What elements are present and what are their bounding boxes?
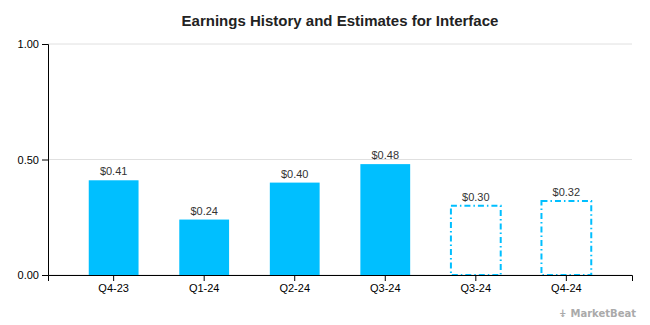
x-axis: Q4-23 Q1-24 Q2-24 Q3-24 Q3-24 Q4-24	[49, 275, 633, 294]
data-label: $0.30	[462, 191, 490, 203]
plot: 0.000.501.00Q4-23Q1-24Q2-24Q3-24Q3-24Q4-…	[18, 38, 633, 294]
tick-label: 0.50	[18, 154, 39, 166]
data-labels: $0.41 $0.24 $0.40 $0.48 $0.30 $0.32	[100, 149, 580, 216]
x-tick: Q3-24	[370, 275, 401, 294]
axis-domain	[49, 276, 633, 282]
tick-mark	[42, 160, 48, 161]
data-label: $0.41	[100, 165, 128, 177]
data-label: $0.24	[190, 205, 218, 217]
tick-mark	[385, 275, 386, 281]
x-tick: Q2-24	[279, 275, 310, 294]
axis-domain	[42, 45, 49, 276]
tick-label: Q2-24	[279, 282, 310, 294]
title: Earnings History and Estimates for Inter…	[182, 12, 499, 29]
bar	[270, 183, 320, 275]
chart: 0.000.501.00Q4-23Q1-24Q2-24Q3-24Q3-24Q4-…	[0, 0, 650, 325]
y-axis: 0.00 0.50 1.00	[18, 38, 49, 281]
x-tick: Q3-24	[461, 275, 492, 294]
bar	[89, 180, 139, 275]
grid-line	[48, 159, 632, 160]
tick-mark	[42, 44, 48, 45]
x-tick: Q4-23	[98, 275, 129, 294]
tick-label: Q1-24	[189, 282, 220, 294]
grid	[48, 44, 632, 275]
annotation: MarketBeat	[570, 308, 636, 319]
tick-label: 0.00	[18, 269, 39, 281]
y-tick: 0.50	[18, 154, 48, 166]
annotation: ⍖	[559, 308, 565, 319]
data-label: $0.40	[281, 168, 309, 180]
tick-mark	[204, 275, 205, 281]
tick-mark	[475, 275, 476, 281]
tick-label: 1.00	[18, 38, 39, 50]
bars	[89, 164, 592, 275]
bar-estimate	[451, 206, 501, 275]
tick-mark	[566, 275, 567, 281]
tick-label: Q3-24	[370, 282, 401, 294]
tick-label: Q4-24	[551, 282, 582, 294]
bar	[179, 220, 229, 275]
data-label: $0.48	[372, 149, 400, 161]
tick-label: Q3-24	[461, 282, 492, 294]
x-tick: Q4-24	[551, 275, 582, 294]
tick-mark	[113, 275, 114, 281]
tick-label: Q4-23	[98, 282, 129, 294]
x-tick: Q1-24	[189, 275, 220, 294]
tick-mark	[294, 275, 295, 281]
tick-mark	[42, 275, 48, 276]
bar-estimate	[541, 201, 591, 275]
bar	[360, 164, 410, 275]
watermark: ⍖ MarketBeat	[559, 308, 636, 319]
grid-line	[48, 44, 632, 45]
y-tick: 1.00	[18, 38, 48, 50]
y-tick: 0.00	[18, 269, 48, 281]
data-label: $0.32	[553, 186, 581, 198]
